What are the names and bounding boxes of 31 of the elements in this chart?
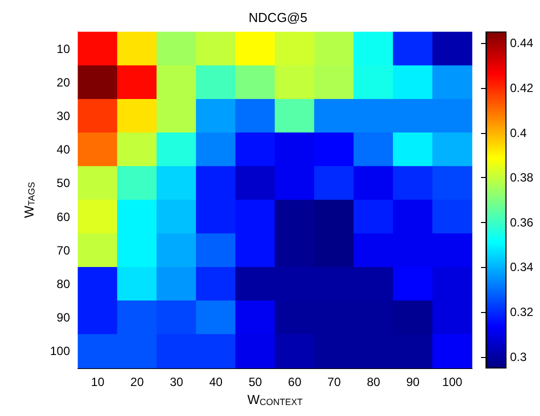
color-bar-label: 0.44 [510, 36, 534, 50]
x-tick-label: 100 [442, 375, 463, 389]
color-bar-label: 0.36 [510, 215, 534, 230]
x-axis-title: WCONTEXT [247, 392, 304, 407]
x-tick-label: 40 [209, 375, 223, 389]
y-tick-label: 90 [56, 310, 70, 325]
y-tick-label: 70 [56, 243, 70, 258]
x-tick-label: 50 [248, 375, 262, 389]
y-tick-label: 60 [56, 210, 70, 224]
x-tick-label: 30 [170, 375, 184, 389]
x-tick-label: 90 [406, 375, 420, 389]
color-bar-label: 0.34 [510, 260, 534, 274]
color-bar-label: 0.42 [510, 81, 534, 95]
y-tick-label: 30 [56, 109, 70, 123]
x-tick-label: 10 [91, 375, 105, 389]
y-tick-label: 50 [56, 176, 70, 190]
chart-title: NDCG@5 [248, 10, 308, 25]
y-tick-label: 40 [56, 142, 70, 157]
x-tick-label: 80 [366, 375, 380, 389]
x-tick-label: 60 [288, 375, 302, 389]
color-bar-label: 0.4 [510, 126, 528, 140]
y-axis-title: WTAGS [22, 182, 36, 218]
x-tick-label: 70 [327, 375, 342, 389]
y-tick-label: 20 [56, 75, 70, 90]
x-tick-label: 20 [130, 375, 144, 389]
y-tick-label: 100 [50, 344, 70, 358]
color-bar-label: 0.32 [510, 305, 534, 319]
color-bar-label: 0.38 [510, 170, 534, 185]
y-tick-label: 80 [56, 277, 70, 291]
y-tick-label: 10 [56, 42, 70, 56]
color-bar-label: 0.3 [510, 350, 528, 364]
